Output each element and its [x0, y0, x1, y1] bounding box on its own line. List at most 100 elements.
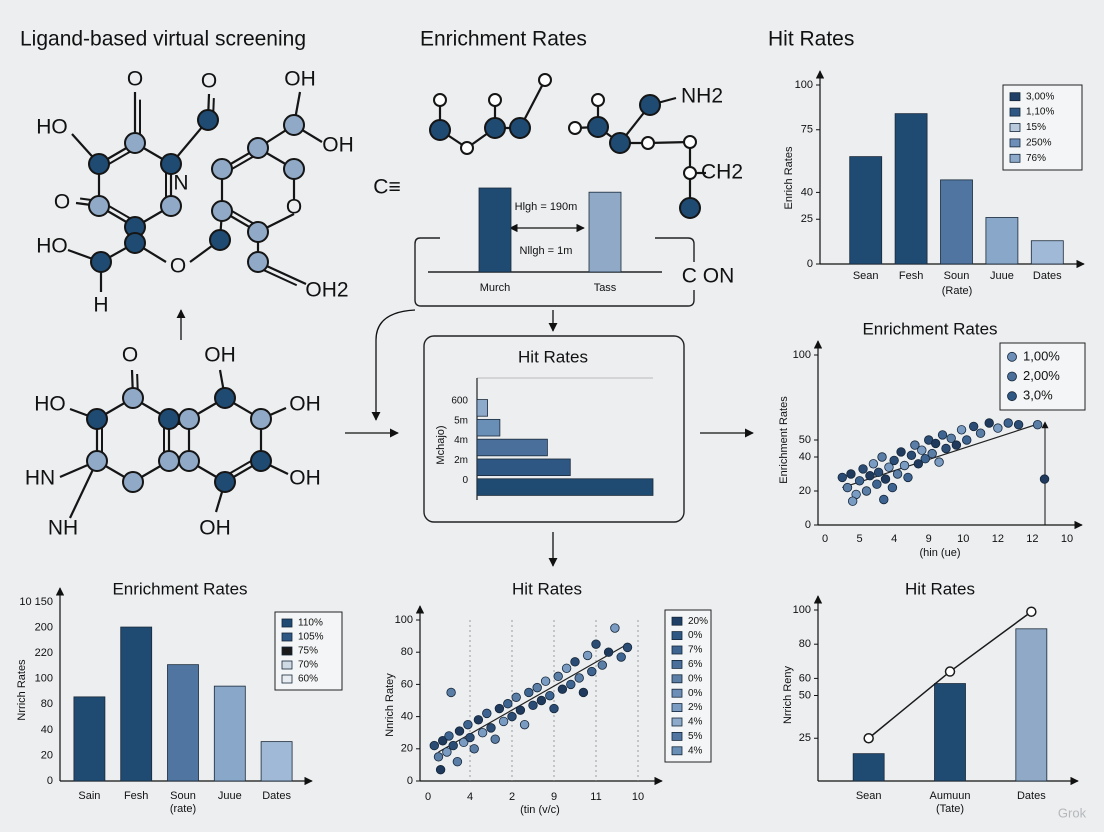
- point: [854, 476, 865, 486]
- x-axis-label: (hin (ue): [920, 547, 961, 559]
- point: [524, 687, 534, 698]
- point: [532, 682, 542, 693]
- point: [448, 740, 458, 751]
- point: [566, 679, 576, 690]
- legend-marker: [281, 632, 293, 642]
- point: [498, 716, 509, 727]
- atom-label: NH: [48, 517, 78, 540]
- x-axis-label: (rate): [170, 803, 196, 815]
- atom: [90, 251, 112, 273]
- atom-label: O: [122, 344, 138, 367]
- point: [553, 671, 563, 682]
- point: [473, 715, 484, 725]
- atom-label: O: [170, 255, 186, 278]
- point: [570, 657, 580, 667]
- y-tick-label: 4m: [454, 435, 468, 446]
- x-tick-label: Fesh: [899, 270, 923, 282]
- bond: [229, 154, 256, 172]
- atom: [679, 197, 701, 219]
- y-tick-label: 20: [401, 743, 413, 755]
- y-tick-label: 0: [462, 475, 468, 486]
- line-point: [944, 666, 956, 677]
- x-tick-label: 0: [425, 791, 431, 803]
- atom: [509, 117, 531, 139]
- atom-label: N: [173, 172, 188, 195]
- point: [465, 732, 475, 743]
- atom-label: OH: [204, 344, 236, 367]
- atom: [591, 93, 605, 107]
- y-tick-label: 0: [47, 775, 53, 787]
- chart-title: Enrichment Rates: [862, 319, 997, 338]
- point: [837, 472, 847, 483]
- atom-label: HO: [34, 393, 66, 416]
- bar: [1015, 628, 1048, 782]
- legend-marker: [281, 674, 293, 684]
- point: [591, 639, 601, 649]
- atom: [250, 408, 272, 430]
- bar: [894, 113, 928, 265]
- atom-label: OH2: [305, 279, 348, 302]
- point: [910, 440, 920, 450]
- point: [561, 663, 572, 674]
- point: [482, 708, 492, 719]
- y-tick-label: 600: [451, 396, 468, 407]
- annotation: Nllgh = 1m: [520, 245, 573, 257]
- y-tick-label: 40: [799, 451, 811, 463]
- annotation: Hlgh = 190m: [515, 201, 578, 213]
- atom: [197, 109, 219, 131]
- x-axis-label: (Rate): [942, 285, 973, 297]
- legend-marker: [1007, 371, 1017, 382]
- x-tick-label: Aumuun: [930, 790, 971, 802]
- point: [956, 425, 967, 435]
- legend-label: 70%: [298, 660, 318, 671]
- y-axis-label: Nrrich Rates: [16, 659, 28, 721]
- y-tick-label: 80: [41, 698, 53, 710]
- point: [868, 459, 879, 469]
- x-tick-label: Sean: [853, 270, 879, 282]
- point: [519, 719, 530, 730]
- chart-title: Hit Rates: [768, 28, 854, 51]
- legend-label: 3,00%: [1026, 91, 1054, 102]
- bond: [229, 208, 256, 226]
- point: [877, 452, 887, 462]
- point: [887, 482, 898, 493]
- atom: [88, 153, 110, 175]
- point: [858, 464, 868, 474]
- bar: [478, 187, 512, 273]
- watermark: Grok: [1058, 805, 1087, 820]
- atom: [178, 408, 200, 430]
- atom-label: O: [54, 191, 70, 214]
- atom: [211, 200, 233, 222]
- line-point: [1026, 606, 1037, 617]
- atom: [124, 132, 146, 154]
- y-tick-label: 40: [401, 711, 413, 723]
- point: [903, 472, 913, 483]
- atom-label: NH2: [681, 85, 723, 108]
- inset-frame: [414, 237, 695, 307]
- legend-label: 110%: [298, 618, 323, 629]
- y-tick-label: 0: [407, 775, 413, 787]
- point: [433, 752, 444, 762]
- x-tick-label: 2: [509, 791, 515, 803]
- point: [1003, 418, 1013, 428]
- bond: [647, 140, 691, 145]
- bar: [167, 664, 199, 782]
- section-title: Ligand-based virtual screening: [20, 28, 306, 51]
- bond: [106, 203, 133, 221]
- x-tick-label: Juue: [218, 790, 242, 802]
- legend-label: 75%: [298, 646, 318, 657]
- point: [880, 474, 891, 484]
- atom-label: O: [286, 196, 302, 219]
- point: [941, 443, 951, 454]
- atom: [122, 471, 144, 493]
- point: [444, 731, 454, 741]
- point: [865, 471, 875, 481]
- y-axis-label: Nnrich Ratey: [384, 673, 396, 737]
- bar: [476, 418, 501, 437]
- atom: [587, 116, 609, 138]
- legend-label: 5%: [688, 731, 703, 742]
- point: [934, 457, 944, 467]
- y-tick-label: 100: [793, 349, 811, 361]
- point: [913, 459, 924, 469]
- atom-label: O: [201, 70, 217, 93]
